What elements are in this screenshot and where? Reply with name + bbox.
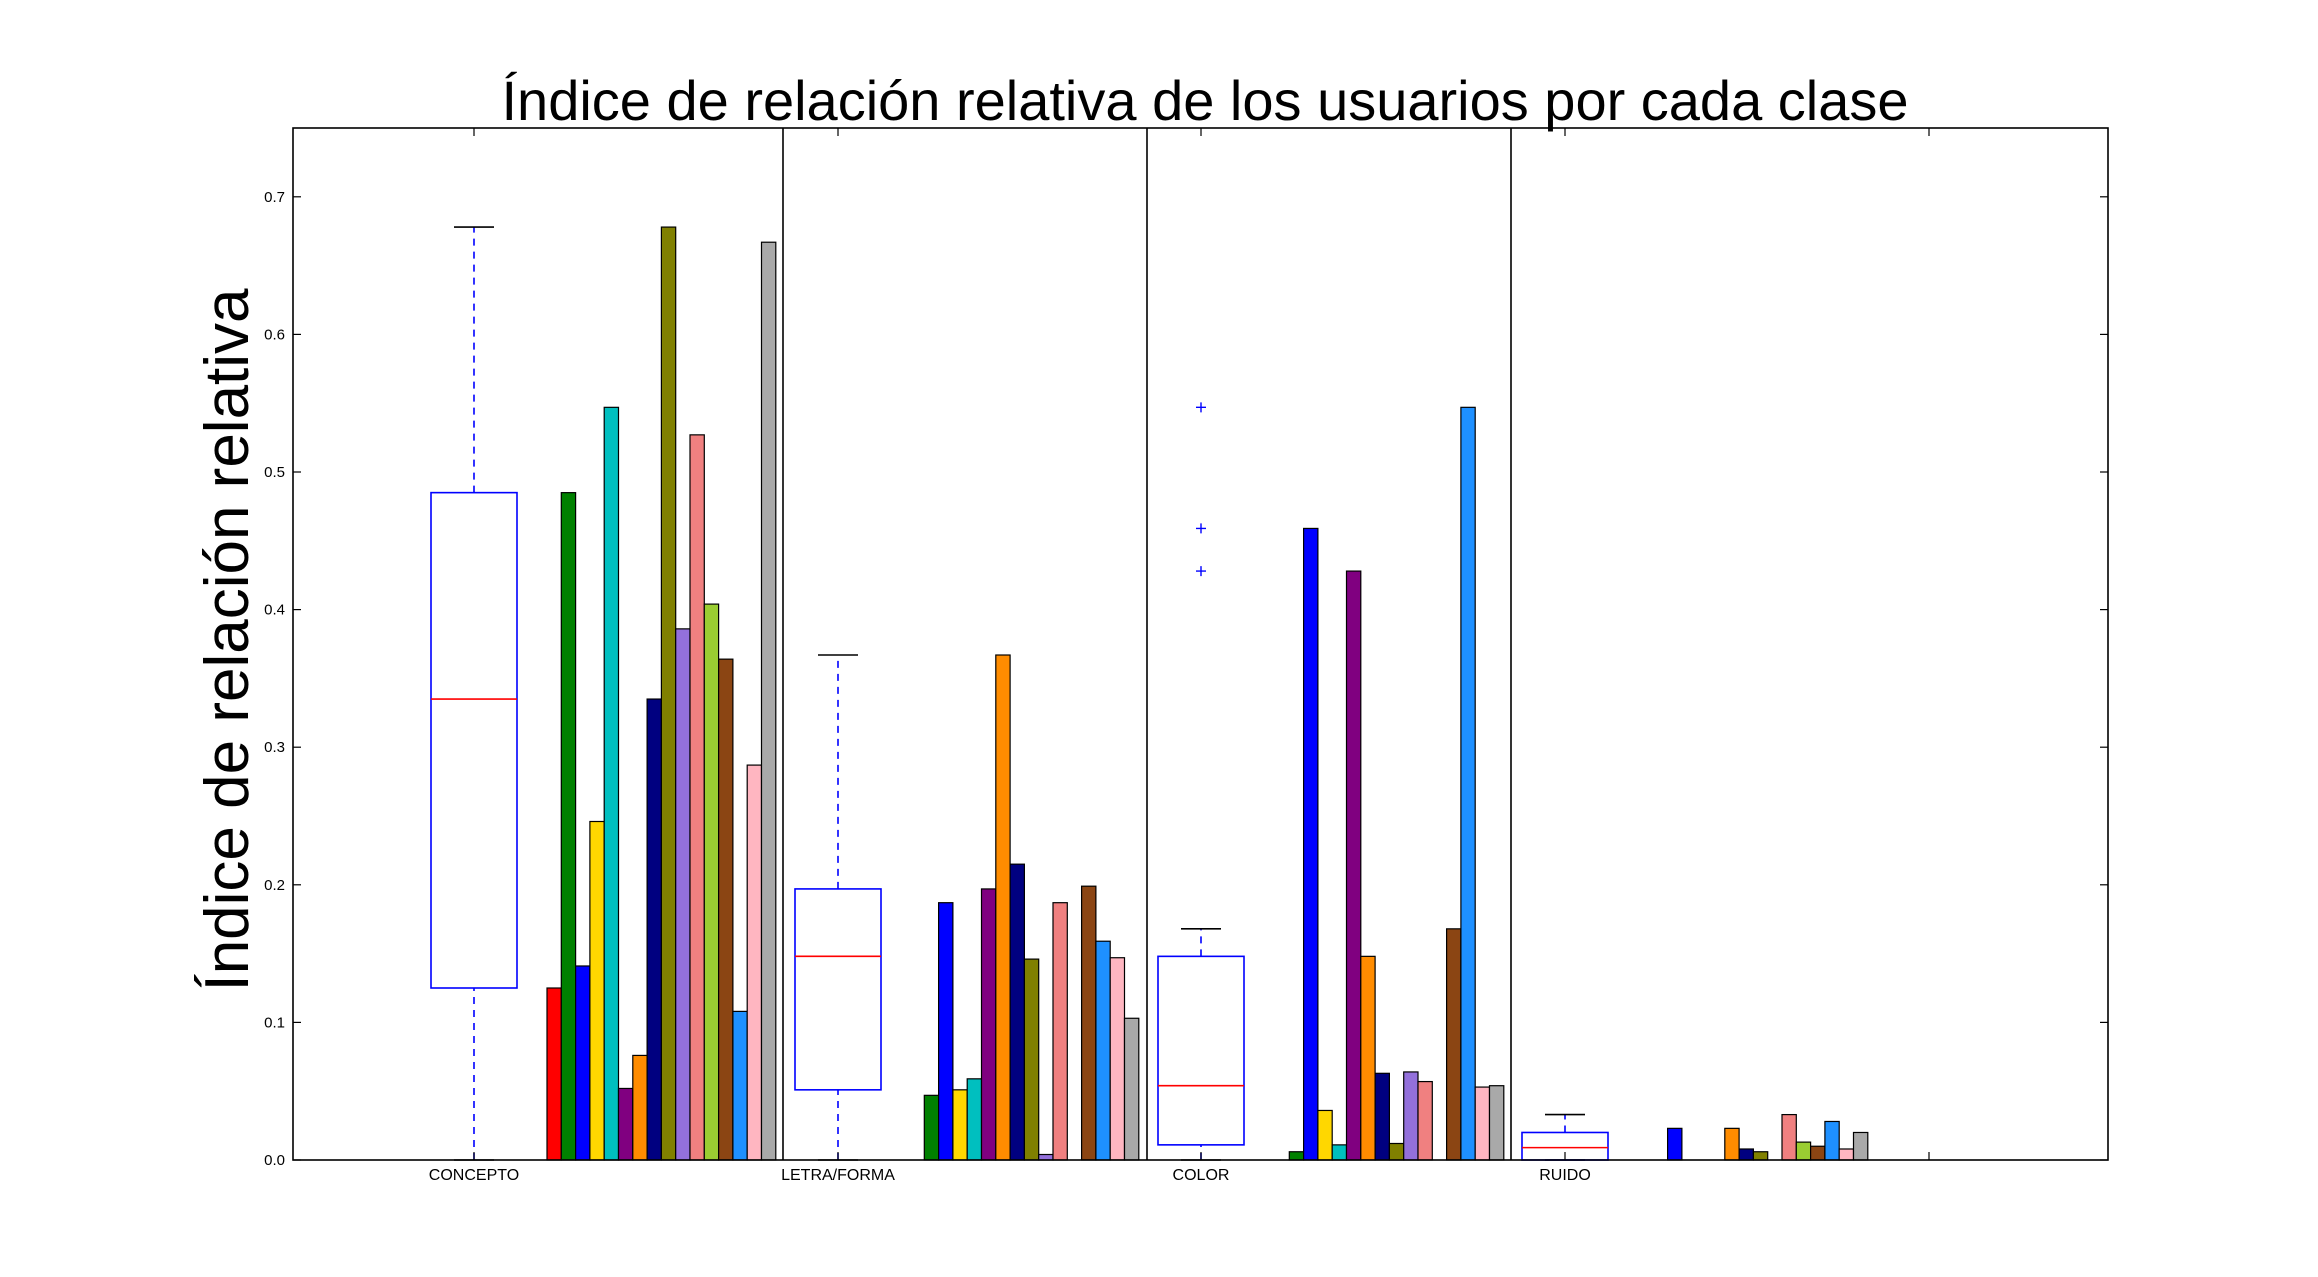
bar-color-13 <box>1445 928 1462 1161</box>
bar-color-9 <box>1388 1142 1405 1161</box>
box-color <box>1157 955 1245 1146</box>
bar-concepto-11 <box>689 434 705 1161</box>
bar-concepto-4 <box>589 820 605 1161</box>
bar-concepto-8 <box>646 698 662 1161</box>
chart-title: Índice de relación relativa de los usuar… <box>501 69 1908 132</box>
bar-ruido-12 <box>1795 1141 1812 1161</box>
outlier-color-3 <box>1196 402 1206 413</box>
bar-ruido-8 <box>1738 1148 1754 1161</box>
bar-color-16 <box>1488 1085 1505 1161</box>
bar-letra-forma-2 <box>923 1094 940 1161</box>
y-tick-label-0: 0.0 <box>264 1152 285 1169</box>
y-axis-label: Índice de relación relativa <box>193 288 262 992</box>
y-tick-label-4: 0.4 <box>264 602 285 619</box>
y-tick-label-2: 0.2 <box>264 877 285 894</box>
box-letra-forma <box>794 888 882 1091</box>
y-tick-label-6: 0.6 <box>264 326 285 343</box>
bar-color-10 <box>1403 1071 1419 1161</box>
x-category-label-concepto: CONCEPTO <box>429 1167 519 1184</box>
bar-letra-forma-10 <box>1038 1153 1054 1161</box>
bar-color-14 <box>1460 406 1476 1161</box>
bar-ruido-16 <box>1852 1131 1869 1161</box>
bar-letra-forma-8 <box>1009 863 1025 1161</box>
bar-letra-forma-13 <box>1080 885 1097 1161</box>
bar-color-5 <box>1331 1144 1348 1161</box>
box-concepto <box>430 491 518 989</box>
bar-ruido-11 <box>1781 1113 1797 1161</box>
outlier-color-2 <box>1196 523 1206 534</box>
bar-concepto-3 <box>574 965 591 1161</box>
outlier-color-1 <box>1196 566 1206 577</box>
plot-area: 0.0 0.1 0.2 0.3 0.4 0.5 0.6 0.7 CONCEPTO LETRA/FO… <box>264 127 2109 1184</box>
bar-concepto-16 <box>760 241 777 1161</box>
bar-letra-forma-9 <box>1023 958 1040 1161</box>
bar-letra-forma-3 <box>937 902 954 1161</box>
x-category-label-ruido: RUIDO <box>1539 1167 1591 1184</box>
y-tick-label-7: 0.7 <box>264 189 285 206</box>
bar-letra-forma-15 <box>1109 957 1126 1161</box>
bar-ruido-9 <box>1752 1151 1769 1161</box>
bar-ruido-3 <box>1666 1127 1683 1161</box>
bar-concepto-15 <box>746 764 763 1161</box>
bar-concepto-9 <box>660 226 677 1161</box>
bar-color-4 <box>1317 1109 1333 1161</box>
bar-letra-forma-14 <box>1095 940 1111 1161</box>
x-category-label-letra-forma: LETRA/FORMA <box>781 1167 895 1184</box>
bar-concepto-1 <box>546 987 562 1161</box>
bar-ruido-15 <box>1838 1148 1855 1161</box>
x-category-label-color: COLOR <box>1173 1167 1230 1184</box>
y-tick-label-5: 0.5 <box>264 464 285 481</box>
bar-letra-forma-4 <box>952 1089 968 1161</box>
bar-color-6 <box>1345 570 1362 1161</box>
bar-concepto-10 <box>675 628 691 1161</box>
bar-color-15 <box>1474 1086 1491 1161</box>
y-tick-label-1: 0.1 <box>264 1014 285 1031</box>
bar-concepto-7 <box>632 1054 648 1161</box>
bar-concepto-6 <box>617 1087 634 1161</box>
bar-color-2 <box>1288 1151 1305 1161</box>
bar-letra-forma-6 <box>980 888 997 1161</box>
bar-concepto-13 <box>717 658 734 1161</box>
bar-ruido-7 <box>1724 1127 1740 1161</box>
bar-concepto-12 <box>703 603 720 1161</box>
bar-concepto-2 <box>560 492 577 1161</box>
bar-letra-forma-7 <box>995 654 1011 1161</box>
bar-ruido-14 <box>1824 1120 1840 1161</box>
bar-color-11 <box>1417 1080 1433 1161</box>
bar-color-3 <box>1302 527 1319 1161</box>
bar-concepto-5 <box>603 406 620 1161</box>
bar-letra-forma-16 <box>1123 1017 1140 1161</box>
bar-color-7 <box>1360 955 1376 1161</box>
bar-concepto-14 <box>732 1010 748 1161</box>
y-tick-label-3: 0.3 <box>264 739 285 756</box>
bar-ruido-13 <box>1809 1145 1826 1161</box>
bar-color-8 <box>1374 1072 1390 1161</box>
bar-letra-forma-11 <box>1052 902 1068 1161</box>
bar-letra-forma-5 <box>966 1078 983 1161</box>
